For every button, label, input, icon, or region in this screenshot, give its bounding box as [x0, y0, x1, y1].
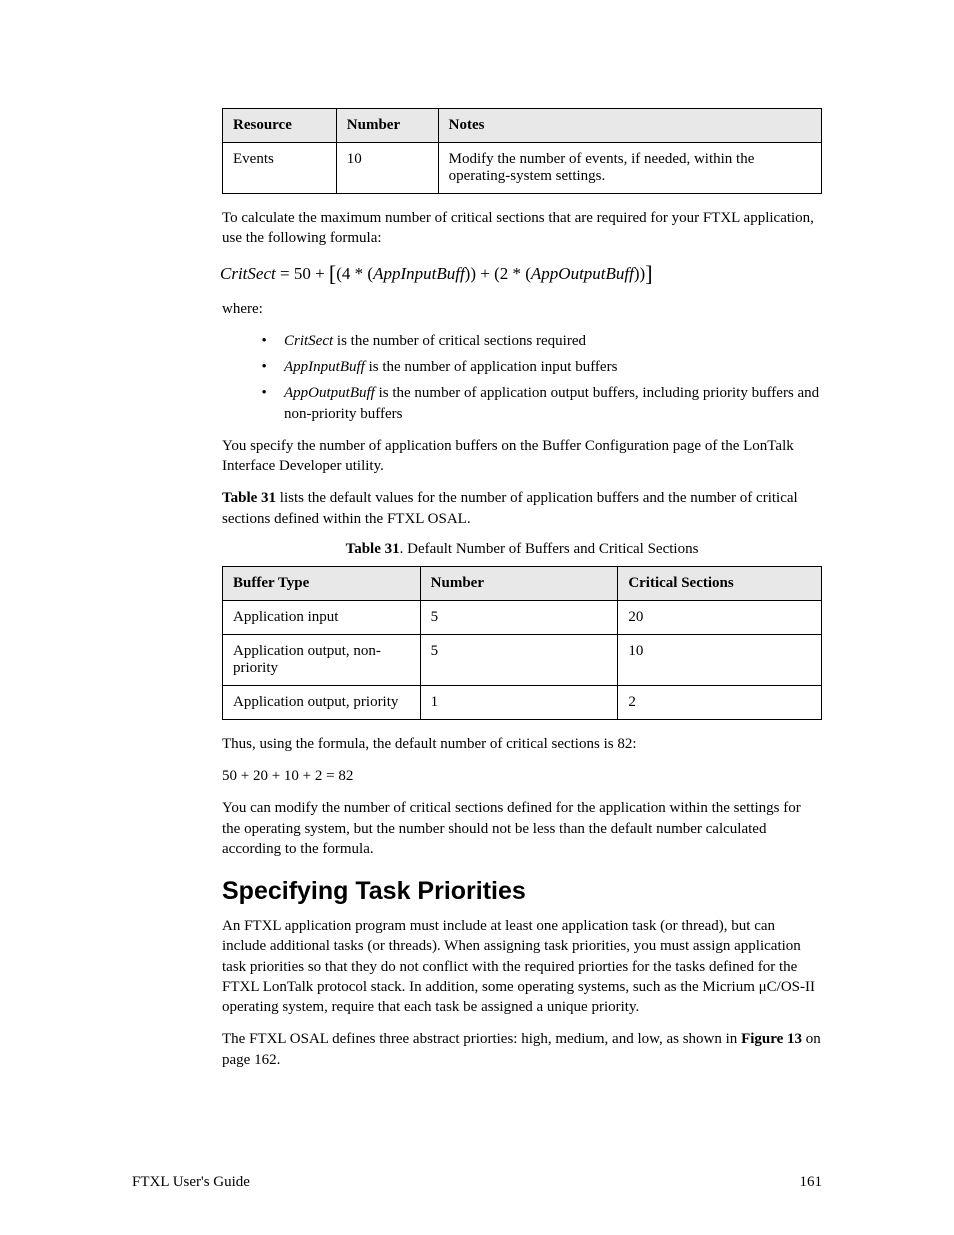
table31-caption: Table 31. Default Number of Buffers and … [222, 541, 822, 558]
paragraph-buffers-page: You specify the number of application bu… [222, 436, 822, 477]
paragraph-osal: The FTXL OSAL defines three abstract pri… [222, 1029, 822, 1070]
formula-ao: AppOutputBuff [531, 264, 634, 283]
col-number: Number [420, 566, 618, 600]
section-heading: Specifying Task Priorities [222, 877, 822, 906]
table-row: Application output, priority 1 2 [223, 685, 822, 719]
cell-buffer-type: Application output, priority [223, 685, 421, 719]
paragraph-thus: Thus, using the formula, the default num… [222, 734, 822, 754]
cell-critsect: 20 [618, 600, 822, 634]
list-item: CritSect is the number of critical secti… [278, 331, 822, 351]
caption-rest: . Default Number of Buffers and Critical… [400, 541, 699, 557]
cell-number: 10 [336, 143, 438, 194]
figure13-ref: Figure 13 [741, 1031, 802, 1047]
table31-lead-rest: lists the default values for the number … [222, 490, 798, 526]
def-text: is the number of application input buffe… [365, 359, 618, 375]
footer-right: 161 [800, 1174, 823, 1191]
formula-50: 50 [294, 264, 311, 283]
table-row: Events 10 Modify the number of events, i… [223, 143, 822, 194]
formula-lhs: CritSect [220, 264, 276, 283]
cell-number: 1 [420, 685, 618, 719]
table-header-row: Buffer Type Number Critical Sections [223, 566, 822, 600]
formula-eq: = [276, 264, 294, 283]
col-notes: Notes [438, 109, 821, 143]
formula-rbracket: ] [645, 261, 652, 286]
definitions-list: CritSect is the number of critical secti… [222, 331, 822, 424]
cell-critsect: 10 [618, 634, 822, 685]
cell-number: 5 [420, 600, 618, 634]
col-critical-sections: Critical Sections [618, 566, 822, 600]
col-number: Number [336, 109, 438, 143]
caption-bold: Table 31 [346, 541, 400, 557]
term-appinputbuff: AppInputBuff [284, 359, 365, 375]
formula-plus: + [311, 264, 329, 283]
cell-critsect: 2 [618, 685, 822, 719]
table31-ref: Table 31 [222, 490, 276, 506]
formula-p1c: )) [465, 264, 476, 283]
col-buffer-type: Buffer Type [223, 566, 421, 600]
paragraph-modify: You can modify the number of critical se… [222, 798, 822, 859]
term-critsect: CritSect [284, 333, 333, 349]
table-row: Application output, non-priority 5 10 [223, 634, 822, 685]
cell-notes: Modify the number of events, if needed, … [438, 143, 821, 194]
page-footer: FTXL User's Guide 161 [132, 1174, 822, 1191]
cell-buffer-type: Application input [223, 600, 421, 634]
footer-left: FTXL User's Guide [132, 1174, 250, 1191]
formula: CritSect = 50 + [(4 * (AppInputBuff)) + … [220, 261, 822, 287]
list-item: AppOutputBuff is the number of applicati… [278, 383, 822, 424]
cell-resource: Events [223, 143, 337, 194]
table-header-row: Resource Number Notes [223, 109, 822, 143]
cell-number: 5 [420, 634, 618, 685]
formula-plus2: + [476, 264, 494, 283]
term-appoutputbuff: AppOutputBuff [284, 385, 375, 401]
buffers-table: Buffer Type Number Critical Sections App… [222, 566, 822, 720]
paragraph-tasks: An FTXL application program must include… [222, 916, 822, 1017]
resource-table: Resource Number Notes Events 10 Modify t… [222, 108, 822, 194]
paragraph-formula-intro: To calculate the maximum number of criti… [222, 208, 822, 249]
list-item: AppInputBuff is the number of applicatio… [278, 357, 822, 377]
formula-p1o: (4 * ( [336, 264, 373, 283]
calc-line: 50 + 20 + 10 + 2 = 82 [222, 766, 822, 786]
osal-pre: The FTXL OSAL defines three abstract pri… [222, 1031, 741, 1047]
formula-p2o: (2 * ( [494, 264, 531, 283]
where-label: where: [222, 299, 822, 319]
cell-buffer-type: Application output, non-priority [223, 634, 421, 685]
formula-p2c: )) [634, 264, 645, 283]
formula-ai: AppInputBuff [373, 264, 465, 283]
page: Resource Number Notes Events 10 Modify t… [0, 0, 954, 1235]
paragraph-table31-lead: Table 31 lists the default values for th… [222, 488, 822, 529]
def-text: is the number of critical sections requi… [333, 333, 586, 349]
col-resource: Resource [223, 109, 337, 143]
table-row: Application input 5 20 [223, 600, 822, 634]
